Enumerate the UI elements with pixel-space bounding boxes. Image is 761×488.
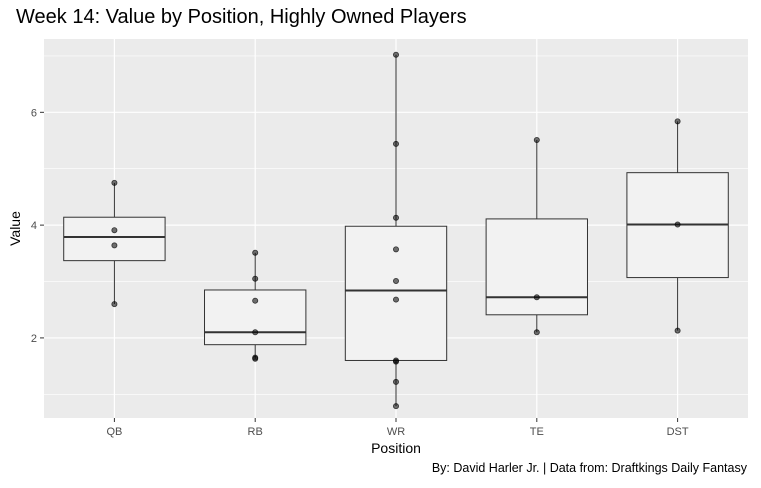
y-tick-label: 4 [31, 220, 37, 232]
x-tick-label: RB [248, 426, 263, 438]
data-point [252, 355, 259, 362]
data-point [392, 403, 399, 410]
x-axis-title: Position [371, 440, 421, 456]
x-tick-label: TE [530, 426, 544, 438]
data-point [392, 358, 399, 365]
data-point [392, 214, 399, 221]
data-point [392, 277, 399, 284]
box-body [485, 218, 588, 316]
data-point [533, 294, 540, 301]
data-point [533, 329, 540, 336]
data-point [252, 275, 259, 282]
data-point [674, 118, 681, 125]
y-tick-label: 2 [31, 333, 37, 345]
data-point [392, 378, 399, 385]
x-axis-ticks: QB RB WR TE DST [106, 418, 689, 438]
data-point [392, 51, 399, 58]
box-qb [63, 182, 166, 305]
y-axis-title: Value [7, 211, 23, 246]
chart-caption: By: David Harler Jr. | Data from: Draftk… [431, 461, 747, 475]
data-point [111, 301, 118, 308]
data-point [252, 249, 259, 256]
x-tick-label: WR [387, 426, 405, 438]
x-tick-label: QB [106, 426, 122, 438]
box-te [485, 139, 588, 333]
data-point [252, 329, 259, 336]
chart-title: Week 14: Value by Position, Highly Owned… [16, 6, 467, 28]
data-point [392, 140, 399, 147]
data-point [392, 296, 399, 303]
box-body [63, 216, 166, 262]
data-point [674, 221, 681, 228]
data-point [111, 227, 118, 234]
point-series [111, 51, 681, 410]
x-tick-label: DST [667, 426, 689, 438]
y-axis-ticks: 2 4 6 [31, 107, 44, 345]
data-point [533, 136, 540, 143]
data-point [674, 327, 681, 334]
y-tick-label: 6 [31, 107, 37, 119]
data-point [392, 246, 399, 253]
data-point [252, 297, 259, 304]
data-point [111, 179, 118, 186]
data-point [111, 242, 118, 249]
